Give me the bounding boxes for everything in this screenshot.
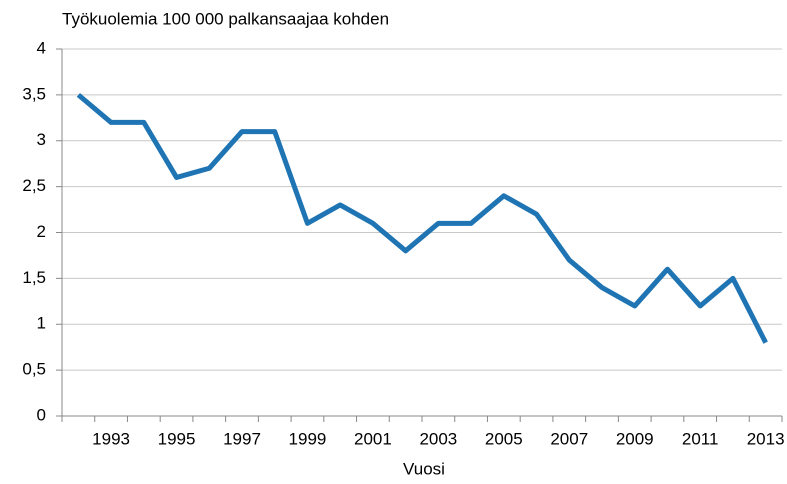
x-tick-label: 2007 [550, 429, 588, 448]
y-tick-label: 4 [37, 38, 46, 57]
y-tick-label: 1,5 [22, 268, 46, 287]
y-tick-label: 1 [37, 314, 46, 333]
y-tick-label: 3 [37, 130, 46, 149]
x-tick-label: 1993 [92, 429, 130, 448]
x-tick-label: 2009 [616, 429, 654, 448]
x-axis-title: Vuosi [403, 459, 445, 478]
x-tick-label: 2011 [682, 429, 719, 448]
x-tick-label: 1999 [289, 429, 327, 448]
x-tick-label: 1995 [158, 429, 196, 448]
x-tick-label: 2001 [354, 429, 392, 448]
x-tick-label: 2005 [485, 429, 523, 448]
chart-title: Työkuolemia 100 000 palkansaajaa kohden [62, 9, 389, 28]
y-tick-label: 0,5 [22, 360, 46, 379]
x-tick-label: 2003 [419, 429, 457, 448]
y-tick-label: 0 [37, 405, 46, 424]
x-tick-label: 2013 [747, 429, 785, 448]
y-tick-label: 2 [37, 222, 46, 241]
y-tick-label: 2,5 [22, 176, 46, 195]
x-tick-label: 1997 [223, 429, 261, 448]
y-tick-label: 3,5 [22, 84, 46, 103]
data-line [76, 92, 768, 344]
